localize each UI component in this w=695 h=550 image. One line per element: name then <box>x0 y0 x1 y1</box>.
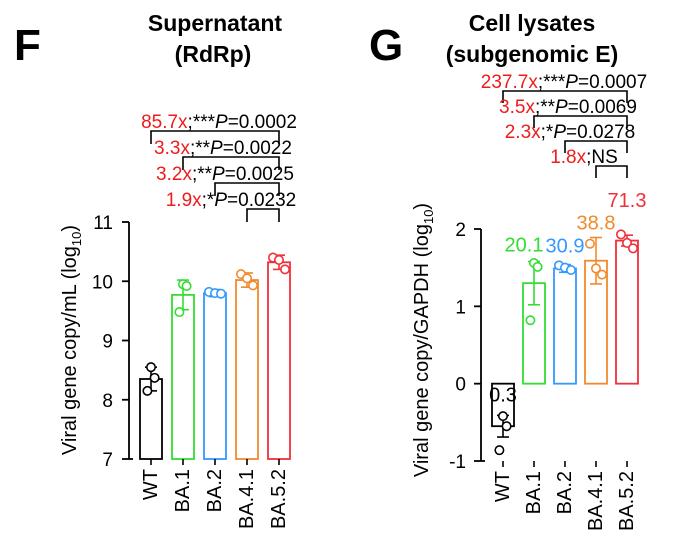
bar-f-2 <box>203 292 227 460</box>
bar-value-label-g-0: 0.3 <box>489 384 517 406</box>
data-point-f-0-0 <box>146 362 157 373</box>
significance-bracket-g-2 <box>564 140 628 153</box>
panel-f-chart: 7 8 9 10 11 Viral gene copy/mL (log10) WT BA.1 B… <box>59 112 297 529</box>
y-tick-label-f-2: 9 <box>102 332 113 353</box>
x-tick-label-g-0: WT <box>492 471 514 502</box>
panel-f-subtitle: (RdRp) <box>175 41 252 67</box>
bracket-annotation-g-0: 237.7x;***P=0.0007 <box>481 72 647 93</box>
x-tick-label-g-2: BA.2 <box>554 471 576 514</box>
x-tick-label-f-0: WT <box>140 469 162 500</box>
y-tick-label-g-3: 2 <box>455 220 466 241</box>
bracket-annotation-f-3: 1.9x;*P=0.0232 <box>166 190 297 211</box>
panel-g-title: Cell lysates <box>469 10 596 36</box>
x-tick-label-f-4: BA.5.2 <box>268 469 290 529</box>
data-point-g-3-0 <box>584 238 595 249</box>
bar-g-2 <box>553 267 577 385</box>
significance-bracket-f-2 <box>214 182 280 196</box>
significance-bracket-g-0 <box>502 90 628 103</box>
x-tick-label-g-1: BA.1 <box>523 471 545 514</box>
bar-value-label-g-3: 38.8 <box>577 213 616 235</box>
data-point-f-0-2 <box>142 385 153 396</box>
data-point-g-3-2 <box>596 269 607 280</box>
bracket-annotation-g-3: 1.8x;NS <box>550 147 618 168</box>
panel-g-subtitle: (subgenomic E) <box>446 41 619 67</box>
bar-f-4 <box>267 261 291 460</box>
bar-g-4 <box>615 239 639 385</box>
significance-bracket-g-3 <box>595 165 628 178</box>
significance-bracket-f-0 <box>150 130 280 144</box>
data-point-f-3-1 <box>242 273 253 284</box>
y-tick-label-f-4: 11 <box>93 213 113 234</box>
bar-f-3 <box>235 279 259 460</box>
data-point-f-1-1 <box>181 280 192 291</box>
data-point-f-0-1 <box>149 372 160 383</box>
data-point-g-3-1 <box>590 263 601 274</box>
data-point-g-4-2 <box>627 243 638 254</box>
bar-value-label-g-4: 71.3 <box>608 190 647 212</box>
bar-f-1 <box>171 293 195 460</box>
data-point-g-0-0 <box>497 411 508 422</box>
data-point-f-3-2 <box>248 280 259 291</box>
bracket-annotation-f-0: 85.7x;***P=0.0002 <box>141 112 297 133</box>
y-tick-label-g-0: -1 <box>449 452 466 473</box>
data-point-f-4-1 <box>273 254 284 265</box>
panel-letter-g: G <box>369 21 403 70</box>
y-tick-label-g-2: 1 <box>455 297 466 318</box>
bar-value-label-g-1: 20.1 <box>505 234 544 256</box>
y-axis-label-f: Viral gene copy/mL (log10) <box>59 225 84 455</box>
significance-bracket-f-3 <box>246 208 280 222</box>
bracket-annotation-f-2: 3.2x;**P=0.0025 <box>156 164 294 185</box>
panel-letter-f: F <box>14 21 41 70</box>
data-point-f-1-2 <box>174 307 185 318</box>
x-tick-label-f-1: BA.1 <box>172 469 194 512</box>
bar-value-label-g-2: 30.9 <box>546 236 585 258</box>
data-point-g-1-1 <box>532 261 543 272</box>
data-point-g-1-2 <box>525 315 536 326</box>
data-point-g-0-1 <box>501 421 512 432</box>
data-point-g-2-2 <box>565 264 576 275</box>
data-point-f-4-2 <box>279 264 290 275</box>
panel-f-title: Supernatant <box>148 10 283 36</box>
y-tick-label-f-1: 8 <box>102 391 113 412</box>
x-tick-label-f-3: BA.4.1 <box>236 469 258 529</box>
x-tick-label-f-2: BA.2 <box>204 469 226 512</box>
panel-g-chart: -1 0 1 2 Viral gene copy/GAPDH (log10) WT BA.1… <box>411 72 647 531</box>
data-point-g-4-1 <box>621 237 632 248</box>
y-tick-label-f-3: 10 <box>92 272 113 293</box>
bracket-annotation-g-2: 2.3x;*P=0.0278 <box>505 122 636 143</box>
y-tick-label-f-0: 7 <box>102 450 113 471</box>
data-point-f-2-2 <box>216 288 227 299</box>
bracket-annotation-g-1: 3.5x;**P=0.0069 <box>499 97 637 118</box>
data-point-g-0-2 <box>494 445 505 456</box>
data-point-g-4-0 <box>615 229 626 240</box>
bracket-annotation-f-1: 3.3x;**P=0.0022 <box>154 138 292 159</box>
significance-bracket-g-1 <box>533 115 628 128</box>
significance-bracket-f-1 <box>182 156 280 170</box>
y-axis-label-g: Viral gene copy/GAPDH (log10) <box>411 203 436 477</box>
y-tick-label-g-1: 0 <box>455 375 466 396</box>
x-tick-label-g-4: BA.5.2 <box>616 471 638 531</box>
x-tick-label-g-3: BA.4.1 <box>585 471 607 531</box>
